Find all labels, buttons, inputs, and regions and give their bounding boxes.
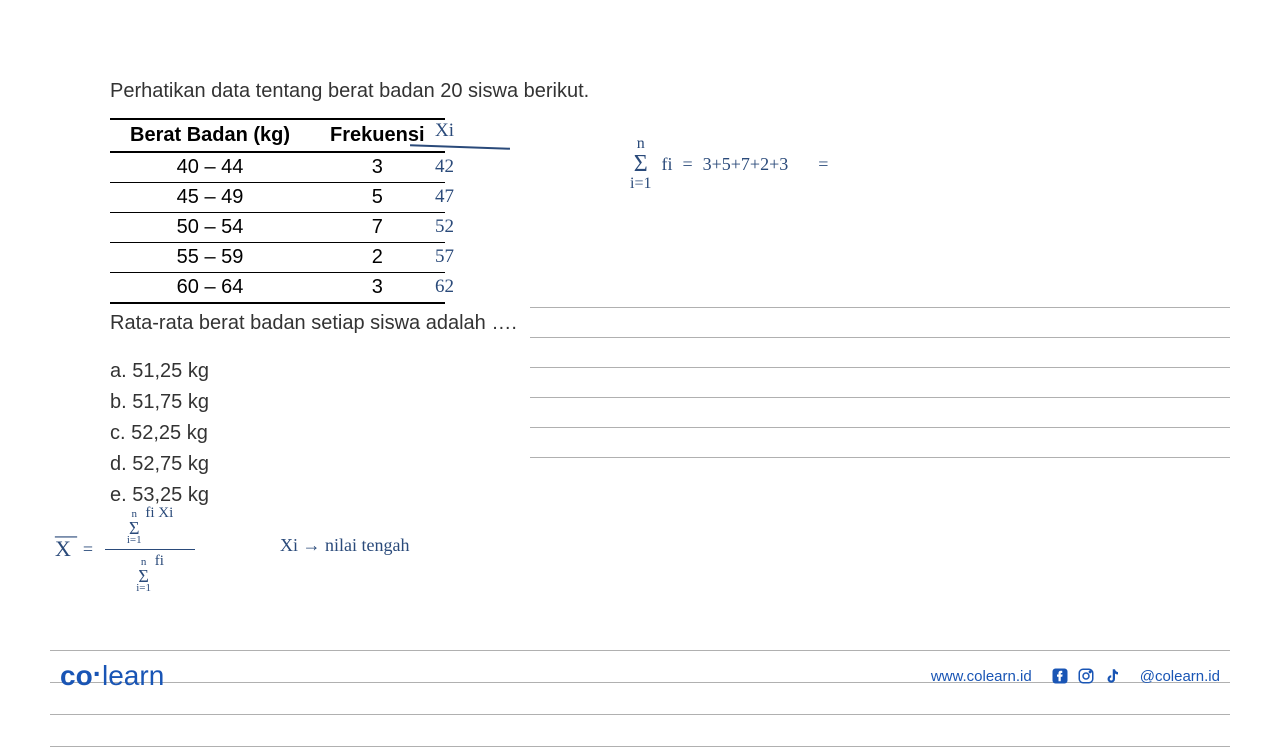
colearn-logo: co·learn xyxy=(60,660,164,692)
cell-freq: 7 xyxy=(310,213,444,243)
logo-learn: learn xyxy=(102,660,164,691)
option-d: d. 52,75 kg xyxy=(110,450,1170,479)
logo-co: co xyxy=(60,660,93,691)
sigma-sym: Σ xyxy=(634,152,648,176)
frequency-table: Berat Badan (kg) Frekuensi 40 – 44 3 45 … xyxy=(110,118,445,304)
cell-range: 60 – 64 xyxy=(110,273,310,304)
answer-options: a. 51,25 kg b. 51,75 kg c. 52,25 kg d. 5… xyxy=(110,357,1170,510)
xi-value: 62 xyxy=(435,272,454,302)
num-sigma-bot: i=1 xyxy=(127,536,142,546)
sigma-trail: = xyxy=(818,154,828,175)
formula-eq: = xyxy=(83,539,93,560)
table-row: 40 – 44 3 xyxy=(110,152,445,183)
option-b: b. 51,75 kg xyxy=(110,388,1170,417)
question-subprompt: Rata-rata berat badan setiap siswa adala… xyxy=(110,312,1170,335)
xi-value: 42 xyxy=(435,152,454,182)
xi-value: 47 xyxy=(435,182,454,212)
fraction-denominator: n Σ i=1 fi xyxy=(136,553,164,594)
footer: co·learn www.colearn.id @colearn.id xyxy=(0,660,1280,692)
xi-header: Xi xyxy=(435,120,454,142)
facebook-icon xyxy=(1050,666,1070,686)
sigma-expression: 3+5+7+2+3 xyxy=(703,154,789,175)
table-row: 60 – 64 3 xyxy=(110,273,445,304)
instagram-icon xyxy=(1076,666,1096,686)
table-row: 50 – 54 7 xyxy=(110,213,445,243)
footer-handle: @colearn.id xyxy=(1140,668,1220,685)
den-sigma: n Σ i=1 xyxy=(136,558,151,594)
cell-freq: 3 xyxy=(310,152,444,183)
cell-range: 50 – 54 xyxy=(110,213,310,243)
cell-range: 40 – 44 xyxy=(110,152,310,183)
cell-freq: 5 xyxy=(310,183,444,213)
mean-formula: X = n Σ i=1 fi Xi n Σ i=1 fi xyxy=(55,505,195,594)
xi-value: 52 xyxy=(435,212,454,242)
table-wrapper: Berat Badan (kg) Frekuensi 40 – 44 3 45 … xyxy=(110,118,1170,304)
ruled-line xyxy=(50,650,1230,651)
table-header-weight: Berat Badan (kg) xyxy=(110,119,310,152)
tiktok-icon xyxy=(1102,666,1122,686)
nilai-tengah-note: Xi → nilai tengah xyxy=(280,535,409,556)
den-sigma-bot: i=1 xyxy=(136,584,151,594)
option-e: e. 53,25 kg xyxy=(110,481,1170,510)
cell-freq: 2 xyxy=(310,243,444,273)
table-row: 45 – 49 5 xyxy=(110,183,445,213)
den-rest: fi xyxy=(155,553,164,569)
cell-freq: 3 xyxy=(310,273,444,304)
xi-value: 57 xyxy=(435,242,454,272)
fraction-line xyxy=(105,549,195,550)
question-prompt: Perhatikan data tentang berat badan 20 s… xyxy=(110,80,1170,103)
ruled-line xyxy=(50,714,1230,715)
sigma-fi: fi xyxy=(661,154,672,175)
xi-handwritten-column: Xi 42 47 52 57 62 xyxy=(435,118,454,302)
fraction-numerator: n Σ i=1 fi Xi xyxy=(127,505,173,546)
sigma-fi-annotation: n Σ i=1 fi = 3+5+7+2+3 = xyxy=(630,136,828,192)
cell-range: 55 – 59 xyxy=(110,243,310,273)
option-c: c. 52,25 kg xyxy=(110,419,1170,448)
sigma-bottom: i=1 xyxy=(630,176,651,192)
sigma-top: n xyxy=(637,136,645,152)
footer-right: www.colearn.id @colearn.id xyxy=(931,666,1220,686)
option-a: a. 51,25 kg xyxy=(110,357,1170,386)
cell-range: 45 – 49 xyxy=(110,183,310,213)
sigma-eq: = xyxy=(682,154,692,175)
formula-fraction: n Σ i=1 fi Xi n Σ i=1 fi xyxy=(105,505,195,594)
num-rest: fi Xi xyxy=(145,505,173,521)
xbar-symbol: X xyxy=(55,536,71,562)
table-row: 55 – 59 2 xyxy=(110,243,445,273)
footer-url: www.colearn.id xyxy=(931,668,1032,685)
question-content: Perhatikan data tentang berat badan 20 s… xyxy=(110,80,1170,512)
sigma-symbol: n Σ i=1 xyxy=(630,136,651,192)
table-header-freq: Frekuensi xyxy=(310,119,444,152)
num-sigma: n Σ i=1 xyxy=(127,510,142,546)
social-icons xyxy=(1050,666,1122,686)
logo-dot: · xyxy=(93,658,102,689)
